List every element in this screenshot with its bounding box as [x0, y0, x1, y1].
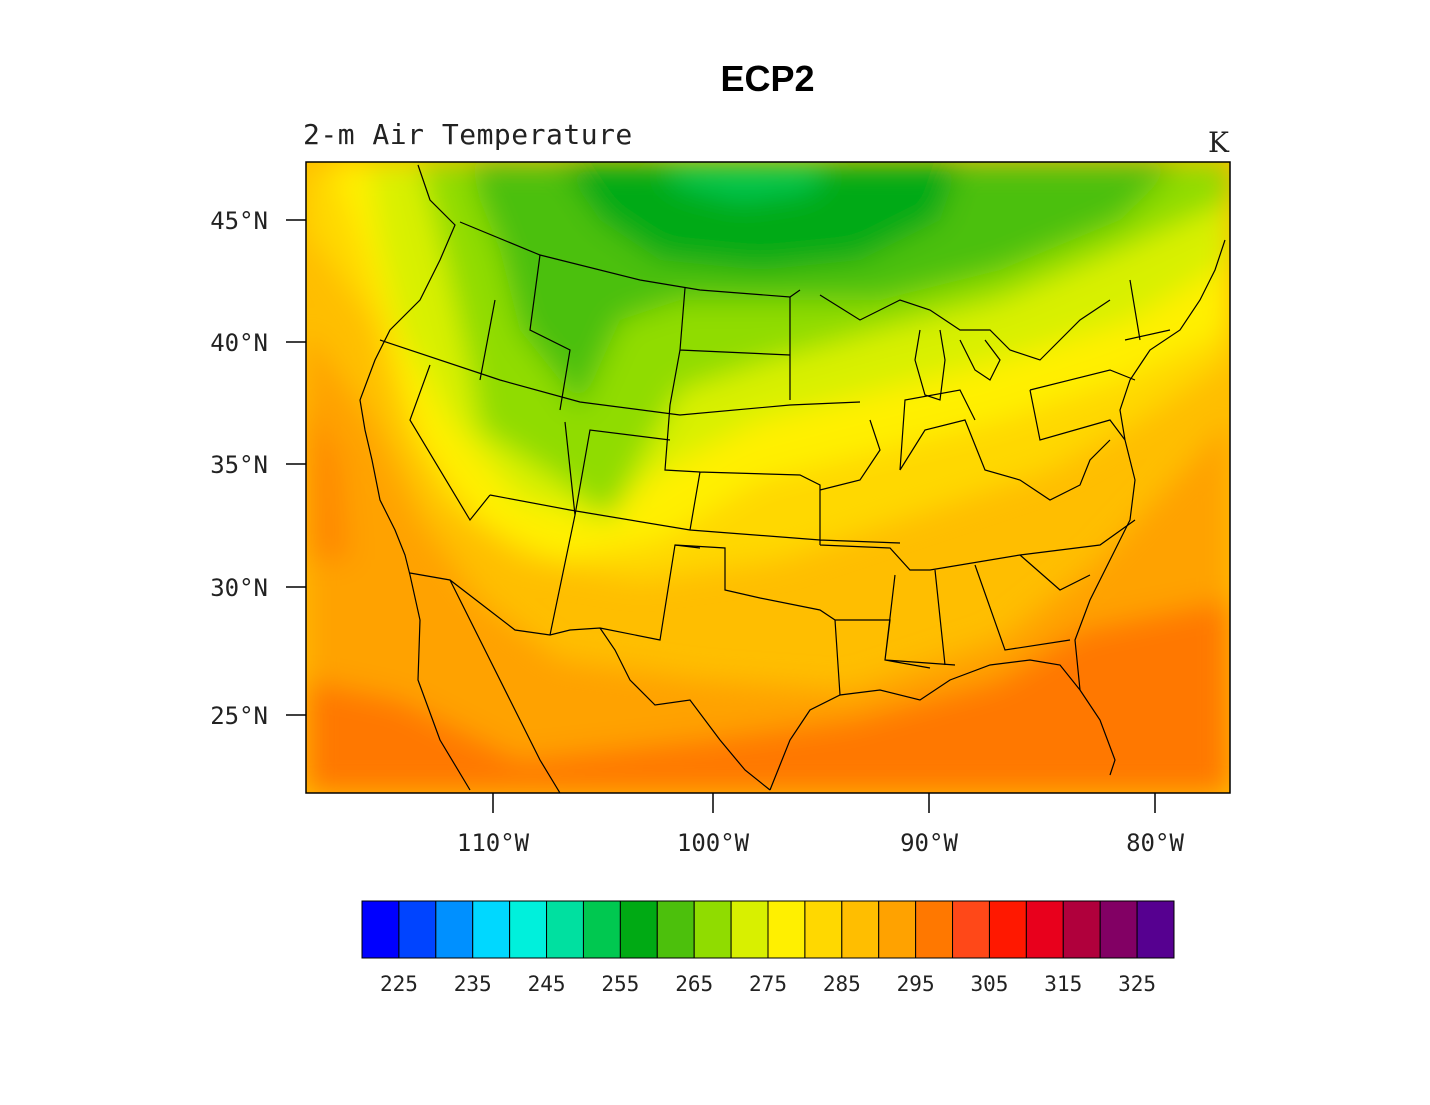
contour-300	[306, 600, 1230, 793]
us-canada-border	[459, 221, 801, 298]
colorbar-swatch	[1099, 900, 1138, 959]
contour-260	[560, 162, 960, 270]
colorbar-swatch	[619, 900, 658, 959]
colorbar-label: 295	[897, 972, 935, 996]
colorbar-label: 245	[528, 972, 566, 996]
state-lines	[379, 254, 1171, 696]
map-title: ECP2	[720, 58, 815, 99]
lon-label-110: 110°W	[457, 829, 530, 857]
contour-300-west	[306, 400, 350, 560]
colorbar-swatch	[1062, 900, 1101, 959]
colorbar-labels: 225 235 245 255 265 275 285 295 305 315 325	[380, 972, 1156, 996]
contour-295	[306, 330, 1230, 793]
colorbar-swatch	[915, 900, 954, 959]
contour-305	[1020, 640, 1130, 790]
mexico-gulf-coast	[449, 579, 561, 793]
lat-label-30: 30°N	[210, 574, 268, 602]
rio-grande	[599, 627, 771, 791]
colorbar-swatch	[398, 900, 437, 959]
colorbar-swatch	[656, 900, 695, 959]
lake-huron	[959, 339, 1001, 381]
colorbar-swatch	[509, 900, 548, 959]
colorbar-label: 275	[749, 972, 787, 996]
colorbar-swatch	[361, 900, 400, 959]
baja-coastline	[409, 574, 471, 791]
colorbar-swatch	[952, 900, 990, 959]
colorbar-swatch	[878, 900, 917, 959]
pacific-coastline	[359, 164, 456, 576]
colorbar-swatch	[693, 900, 732, 959]
colorbar-swatch	[804, 900, 843, 959]
lon-label-100: 100°W	[677, 829, 750, 857]
colorbar-label: 255	[601, 972, 639, 996]
colorbar-label: 325	[1118, 972, 1156, 996]
colorbar-swatch	[546, 900, 584, 959]
colorbar-label: 225	[380, 972, 418, 996]
map-frame	[305, 161, 1231, 794]
colorbar-swatch	[988, 900, 1027, 959]
lat-label-25: 25°N	[210, 702, 268, 730]
colorbar-label: 315	[1044, 972, 1082, 996]
gulf-coastline	[769, 659, 1116, 791]
lat-label-35: 35°N	[210, 451, 268, 479]
latitude-axis: 45°N 40°N 35°N 30°N 25°N	[210, 207, 306, 730]
units-label: K	[1208, 126, 1229, 159]
colorbar-label: 305	[970, 972, 1008, 996]
longitude-axis: 110°W 100°W 90°W 80°W	[457, 793, 1184, 857]
colorbar-swatch	[472, 900, 511, 959]
colorbar-label: 285	[823, 972, 861, 996]
map-boundaries	[359, 164, 1226, 793]
lake-michigan	[914, 329, 946, 401]
lon-label-80: 80°W	[1126, 829, 1184, 857]
colorbar-swatch	[1136, 900, 1175, 959]
colorbar-swatch	[1025, 900, 1064, 959]
great-lakes	[819, 294, 1111, 361]
lon-label-90: 90°W	[900, 829, 958, 857]
colorbar-swatch	[767, 900, 806, 959]
atlantic-coastline	[1074, 239, 1226, 691]
colorbar-label: 265	[675, 972, 713, 996]
contour-255	[660, 162, 830, 200]
temperature-field	[306, 162, 1230, 793]
lat-label-40: 40°N	[210, 329, 268, 357]
colorbar-swatch	[730, 900, 769, 959]
variable-label: 2-m Air Temperature	[303, 118, 633, 151]
colorbar-swatch	[582, 900, 621, 959]
colorbar	[361, 900, 1175, 959]
lat-label-45: 45°N	[210, 207, 268, 235]
us-mexico-border	[409, 544, 701, 641]
colorbar-swatch	[841, 900, 880, 959]
colorbar-swatch	[435, 900, 474, 959]
colorbar-label: 235	[454, 972, 492, 996]
